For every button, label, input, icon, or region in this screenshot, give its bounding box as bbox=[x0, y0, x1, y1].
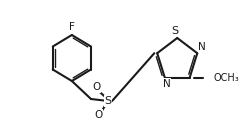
Text: S: S bbox=[171, 26, 178, 36]
Text: OCH₃: OCH₃ bbox=[214, 73, 239, 83]
Text: N: N bbox=[163, 79, 171, 89]
Text: O: O bbox=[93, 82, 101, 92]
Text: S: S bbox=[105, 96, 112, 106]
Text: O: O bbox=[95, 110, 103, 120]
Text: N: N bbox=[198, 42, 206, 52]
Text: F: F bbox=[69, 22, 75, 32]
